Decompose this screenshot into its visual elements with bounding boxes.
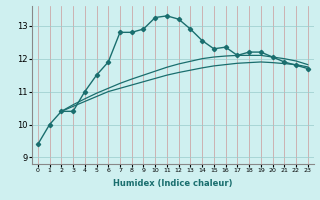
X-axis label: Humidex (Indice chaleur): Humidex (Indice chaleur) bbox=[113, 179, 233, 188]
